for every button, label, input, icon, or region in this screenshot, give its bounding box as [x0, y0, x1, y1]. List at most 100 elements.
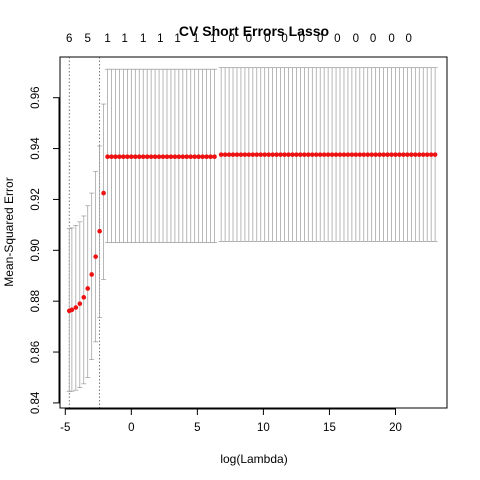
cv-point	[401, 152, 406, 157]
y-tick-label: 0.96	[30, 87, 42, 109]
cv-point	[353, 152, 359, 157]
cv-point	[200, 154, 205, 160]
cv-point	[309, 152, 315, 157]
cv-point	[341, 152, 347, 157]
cv-point	[373, 152, 378, 157]
cv-point	[389, 152, 394, 157]
cv-point	[148, 154, 154, 160]
cv-point	[317, 152, 323, 157]
top-axis-label: 5	[85, 33, 91, 45]
cv-point	[180, 154, 186, 160]
cv-point	[156, 154, 162, 160]
cv-point	[226, 152, 232, 157]
cv-point	[129, 154, 134, 160]
top-axis-label: 6	[66, 33, 72, 45]
top-axis-label: 1	[157, 33, 163, 45]
cv-point	[172, 154, 178, 160]
reference-lines	[68, 57, 101, 408]
x-axis-label: log(Lambda)	[220, 452, 287, 466]
cv-point	[152, 154, 158, 160]
x-tick-label: 0	[128, 422, 134, 434]
cv-point	[420, 152, 426, 157]
y-tick-label: 0.94	[30, 137, 42, 160]
cv-point	[246, 152, 252, 157]
cv-point	[184, 154, 190, 160]
cv-point	[176, 154, 182, 160]
cv-point	[306, 152, 311, 157]
cv-point	[117, 154, 122, 160]
cv-point	[77, 301, 83, 307]
cv-point	[270, 152, 275, 157]
x-tick-label: 10	[257, 422, 270, 434]
cv-point	[85, 286, 91, 291]
top-axis-label: 0	[229, 33, 235, 45]
cv-point	[121, 154, 126, 160]
cv-point	[242, 152, 248, 157]
cv-point	[81, 295, 87, 300]
cv-point	[428, 152, 434, 157]
top-axis-label: 0	[246, 33, 252, 45]
top-axis-label: 1	[140, 33, 146, 45]
y-axis-label: Mean-Squared Error	[2, 177, 16, 286]
y-tick-label: 0.86	[30, 341, 42, 363]
top-axis-label: 1	[210, 33, 216, 45]
cv-point	[409, 152, 414, 157]
cv-point	[282, 152, 287, 157]
chart-title: CV Short Errors Lasso	[179, 23, 329, 39]
cv-point	[69, 307, 75, 313]
cv-point	[333, 152, 339, 157]
x-tick-label: 15	[323, 422, 336, 434]
cv-point	[385, 152, 390, 157]
cv-point	[266, 152, 271, 157]
cv-point	[302, 152, 307, 157]
cv-point	[234, 152, 240, 157]
cv-point	[105, 154, 110, 160]
top-axis-label: 0	[353, 33, 359, 45]
cv-point	[286, 152, 291, 157]
cv-point	[212, 154, 217, 160]
top-axis-label: 1	[174, 33, 180, 45]
cv-point	[196, 154, 201, 160]
y-tick-label: 0.88	[30, 290, 42, 312]
cv-point	[204, 154, 209, 160]
cv-point	[230, 152, 236, 157]
cv-point	[357, 152, 363, 157]
cv-point	[160, 154, 166, 160]
top-axis-label: 1	[104, 33, 110, 45]
cv-point	[132, 154, 138, 160]
cv-point	[89, 272, 94, 277]
cv-point	[369, 152, 375, 157]
top-axis-label: 0	[281, 33, 287, 45]
cv-point	[298, 152, 303, 157]
cv-point	[313, 152, 319, 157]
cv-point	[377, 152, 382, 157]
y-tick-label: 0.84	[30, 391, 42, 414]
cv-point	[278, 152, 283, 157]
top-axis-label: 0	[370, 33, 376, 45]
error-bars	[66, 67, 438, 392]
cv-point	[144, 154, 150, 160]
plot-frame	[59, 56, 448, 409]
cv-point	[109, 154, 114, 160]
x-tick-label: -5	[60, 422, 70, 434]
top-axis-label: 0	[264, 33, 270, 45]
cv-point	[274, 152, 279, 157]
top-axis-label: 0	[334, 33, 340, 45]
cv-point	[397, 152, 402, 157]
cv-point	[101, 190, 106, 196]
top-axis-label: 1	[122, 33, 128, 45]
cv-point	[325, 152, 331, 157]
cv-point	[290, 152, 295, 157]
y-tick-label: 0.90	[30, 239, 42, 261]
cv-point	[254, 152, 260, 157]
top-axis-label: 0	[388, 33, 394, 45]
x-tick-label: 20	[389, 422, 402, 434]
cv-point	[365, 152, 371, 157]
cv-point	[329, 152, 335, 157]
cv-point	[238, 152, 244, 157]
cv-point	[294, 152, 299, 157]
top-axis-label: 0	[317, 33, 323, 45]
cv-point	[73, 305, 79, 310]
cv-point	[361, 152, 367, 157]
